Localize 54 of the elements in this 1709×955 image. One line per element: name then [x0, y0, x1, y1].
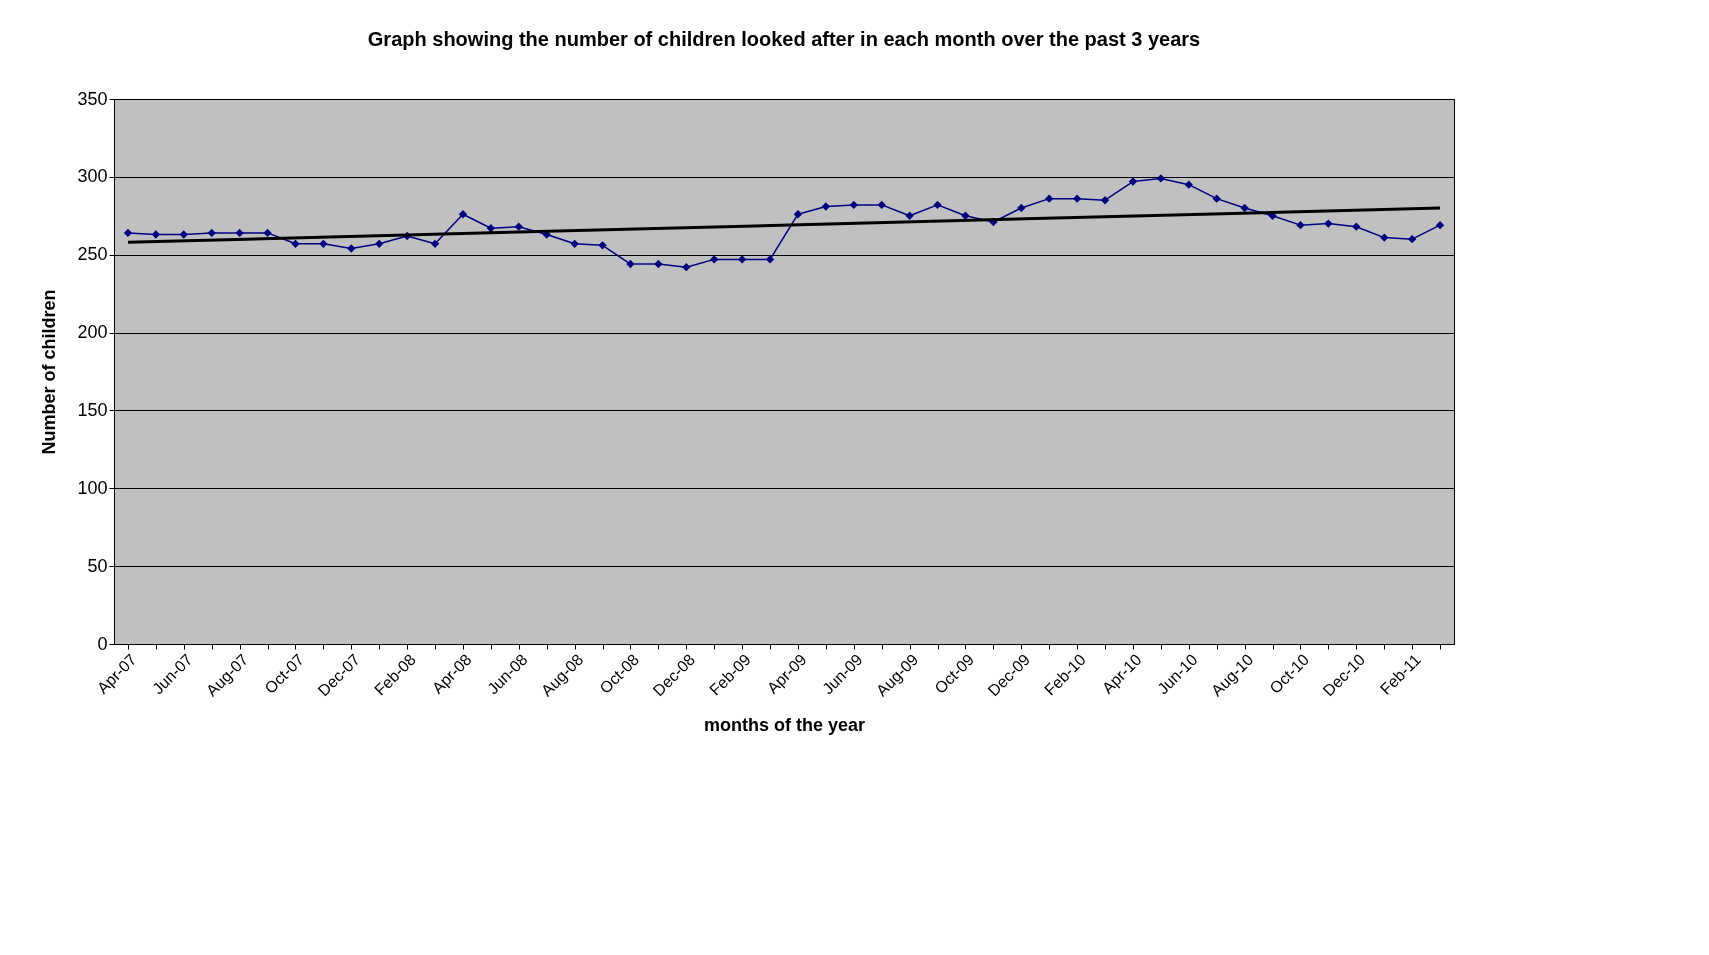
y-tick-label: 150: [77, 399, 108, 420]
point: [1100, 196, 1110, 205]
point: [291, 239, 300, 248]
y-tick-label: 100: [77, 477, 108, 498]
point: [235, 228, 244, 238]
point: [849, 200, 858, 210]
y-tick-label: 300: [77, 166, 108, 187]
y-tick-label: 250: [77, 244, 108, 265]
point: [570, 239, 579, 248]
point: [1128, 177, 1138, 186]
point: [821, 202, 831, 211]
point: [1017, 203, 1026, 213]
point: [1072, 194, 1082, 203]
y-tick-label: 200: [77, 322, 108, 343]
point: [151, 230, 161, 239]
point: [179, 230, 188, 239]
x-axis-title: months of the year: [703, 715, 866, 736]
y-tick-label: 0: [97, 633, 108, 654]
point: [123, 228, 133, 238]
y-tick-label: 50: [87, 555, 108, 576]
point: [263, 228, 272, 238]
point: [598, 241, 607, 250]
point: [765, 255, 775, 264]
point: [877, 200, 886, 210]
point: [1380, 233, 1389, 242]
point: [793, 210, 803, 219]
point: [319, 239, 328, 248]
point: [1240, 203, 1249, 213]
chart-title: Graph showing the number of children looked after in each month over the past 3 years: [367, 28, 1201, 50]
point: [1156, 174, 1166, 183]
point: [458, 210, 468, 219]
point: [1296, 220, 1305, 230]
y-axis-title: Number of children: [39, 289, 60, 455]
point: [905, 211, 914, 220]
y-tick-label: 350: [77, 88, 108, 109]
point: [682, 262, 691, 272]
point: [486, 224, 496, 233]
point: [654, 259, 663, 269]
point: [1407, 234, 1417, 244]
point: [710, 255, 719, 264]
point: [737, 255, 747, 264]
point: [347, 244, 356, 253]
point: [375, 239, 384, 248]
point: [1324, 219, 1333, 228]
point: [1045, 194, 1054, 203]
point: [1352, 222, 1361, 231]
point: [514, 222, 523, 231]
point: [430, 239, 440, 248]
point: [933, 200, 942, 210]
point: [1184, 180, 1193, 189]
point: [1212, 194, 1221, 203]
point: [626, 259, 635, 269]
point: [1435, 220, 1445, 230]
point: [207, 228, 216, 238]
